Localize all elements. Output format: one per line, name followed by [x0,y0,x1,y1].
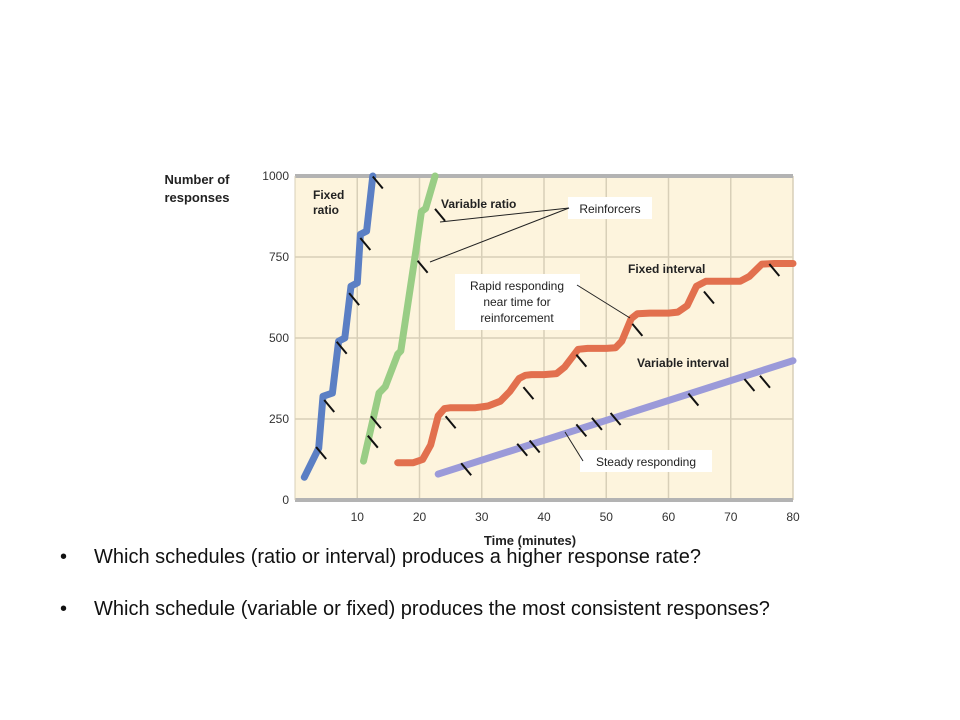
x-tick-label: 50 [600,510,614,524]
reinforcer-mark [434,208,446,222]
question-text: Which schedules (ratio or interval) prod… [94,546,701,568]
series-line-2 [394,260,797,467]
y-tick-label: 0 [282,493,289,507]
reinforcer-mark [609,412,622,426]
reinforcer-mark [687,392,700,407]
reinforcer-mark [416,260,429,274]
annotation-box [455,274,580,330]
y-tick-label: 250 [269,412,289,426]
annotation-rapid: Rapid responding near time for reinforceme… [470,279,564,325]
series-label: Fixed interval [628,262,705,276]
reinforcer-mark [516,443,528,457]
reinforcer-mark [743,378,756,392]
reinforcer-mark [575,423,588,437]
bullet-marker: • [60,546,68,568]
series-label: Variable interval [637,356,729,370]
reinforcer-mark [759,375,771,389]
series-line-1 [360,172,439,465]
reinforcer-mark [323,399,336,413]
list-item: • Which schedules (ratio or interval) pr… [60,545,920,569]
x-tick-label: 10 [351,510,365,524]
series-label: Variable ratio [441,197,516,211]
y-tick-label: 750 [269,250,289,264]
reinforcer-mark [370,415,382,429]
question-text: Which schedule (variable or fixed) produ… [94,598,770,620]
response-chart: 0 250 500 750 1000 10 20 30 40 50 60 70 80 Number of r… [164,169,800,548]
y-axis-title: Number of responses [164,172,230,205]
reinforcer-mark [528,439,541,454]
annotation-box [568,197,652,219]
annotation-leader [439,207,570,223]
y-tick-label: 1000 [262,169,289,183]
reinforcer-mark [591,417,603,431]
list-item: • Which schedule (variable or fixed) pro… [60,597,920,621]
x-tick-label: 80 [786,510,800,524]
reinforcer-mark [522,386,535,400]
reinforcer-mark [367,435,379,449]
reinforcer-mark [372,175,384,190]
annotation-leader [429,207,570,263]
x-tick-label: 60 [662,510,676,524]
x-tick-label: 20 [413,510,427,524]
figure: 0 250 500 750 1000 10 20 30 40 50 60 70 80 Number of r… [164,169,800,548]
reinforcer-mark [575,354,588,368]
annotation-leader [564,431,584,462]
x-tick-label: 40 [537,510,551,524]
series-line-3 [434,357,797,478]
annotation-box [580,450,712,472]
bullet-marker: • [60,598,68,620]
annotation-leader [576,284,631,319]
x-axis-title: Time (minutes) [484,533,576,548]
annotation-steady: Steady responding [596,455,696,469]
reinforcer-mark [359,237,372,251]
reinforcer-mark [348,292,360,306]
x-tick-label: 70 [724,510,738,524]
reinforcer-mark [444,415,457,429]
reinforcer-mark [631,323,644,337]
reinforcer-mark [768,263,781,277]
question-list: • Which schedules (ratio or interval) pr… [60,545,920,649]
series-label: Fixed ratio [313,188,344,217]
reinforcer-mark [703,290,715,305]
annotation-reinforcers: Reinforcers [579,202,640,216]
y-tick-label: 500 [269,331,289,345]
reinforcer-mark [335,341,348,355]
reinforcer-mark [460,462,472,476]
x-tick-label: 30 [475,510,489,524]
reinforcer-mark [315,446,327,460]
series-line-0 [300,172,377,481]
